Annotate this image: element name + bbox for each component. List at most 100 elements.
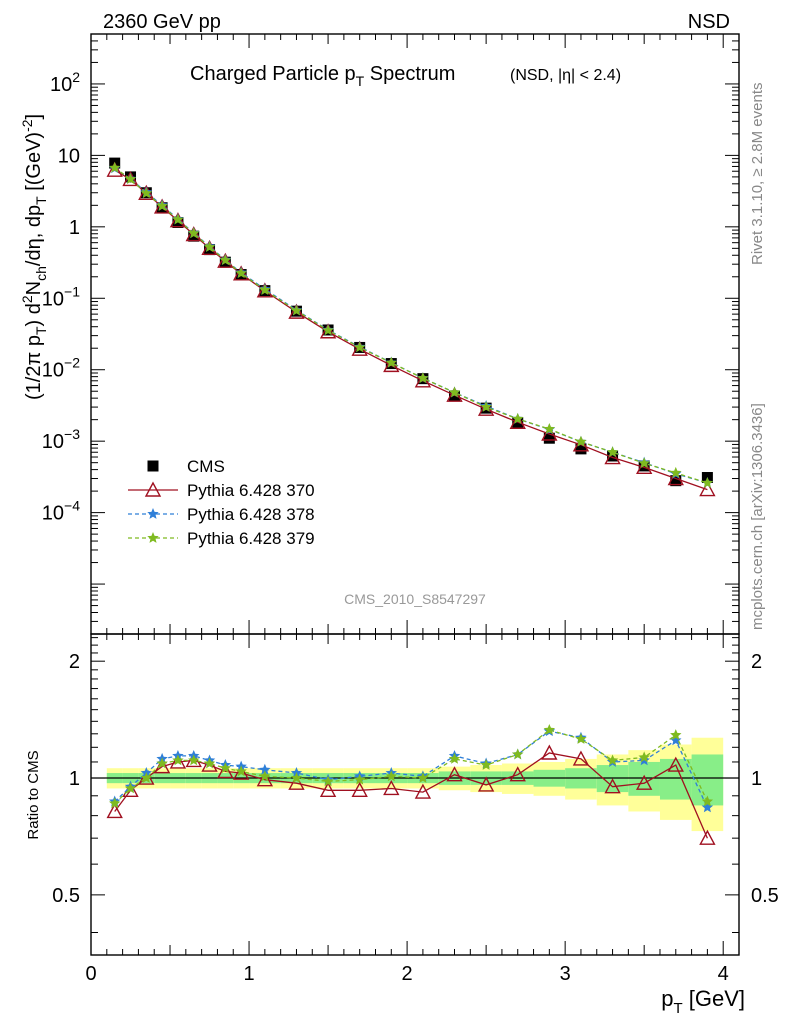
ratio-point	[172, 754, 184, 766]
ratio-point	[188, 754, 200, 766]
data-point	[217, 252, 234, 268]
data-point	[575, 435, 587, 447]
ratio-point	[635, 774, 653, 790]
ratio-point	[256, 771, 274, 787]
series-0	[109, 157, 713, 487]
y-tick-label: 10−1	[42, 283, 80, 310]
ratio-point	[606, 754, 619, 766]
ratio-point	[699, 829, 716, 845]
data-point	[153, 198, 171, 214]
ratio-point	[156, 757, 168, 769]
x-tick-label: 2	[402, 963, 413, 985]
ratio-point	[353, 773, 366, 785]
legend-label: CMS	[187, 457, 225, 476]
y-tick-label: 1	[69, 217, 80, 239]
ratio-point	[543, 723, 556, 735]
data-point	[638, 457, 650, 469]
chart-subtitle: (NSD, |η| < 2.4)	[510, 67, 621, 84]
data-point	[109, 161, 121, 173]
legend-label: Pythia 6.428 378	[187, 505, 315, 524]
legend-label: Pythia 6.428 379	[187, 529, 315, 548]
rivet-label: Rivet 3.1.10, ≥ 2.8M events	[749, 83, 766, 266]
ratio-point	[414, 783, 432, 799]
ratio-point	[638, 751, 650, 763]
header-right: NSD	[688, 11, 730, 33]
ratio-point	[446, 766, 463, 782]
data-point	[188, 230, 200, 242]
series-2	[109, 162, 714, 488]
ratio-point	[572, 750, 590, 766]
chart-title: Charged Particle pT Spectrum	[190, 63, 455, 89]
data-point	[322, 324, 334, 336]
ratio-y-tick-label: 0.5	[751, 885, 779, 907]
x-tick-label: 3	[560, 963, 571, 985]
y-axis-label: (1/2π pT) d2Nch/dη, dpT [(GeV)-2]	[19, 114, 49, 400]
y-tick-label: 10	[58, 145, 80, 167]
ratio-point	[109, 797, 121, 809]
data-point	[203, 241, 216, 252]
data-point	[670, 475, 682, 487]
data-point	[512, 417, 524, 429]
data-point	[699, 481, 716, 497]
data-point	[480, 401, 492, 412]
data-point	[448, 386, 461, 398]
data-point	[235, 267, 247, 279]
y-tick-label: 10−3	[42, 426, 80, 453]
analysis-id: CMS_2010_S8547297	[344, 591, 486, 607]
data-point	[290, 304, 303, 316]
legend-marker	[147, 532, 159, 543]
data-point	[201, 239, 218, 256]
data-point	[172, 213, 184, 225]
data-point	[385, 356, 397, 368]
data-point	[509, 413, 526, 429]
series-3	[109, 161, 714, 488]
ratio-point	[667, 756, 684, 772]
legend-label: Pythia 6.428 370	[187, 481, 315, 500]
x-tick-label: 0	[85, 963, 96, 985]
legend-entry: Pythia 6.428 378	[128, 505, 315, 524]
ratio-point	[169, 753, 187, 769]
series-1	[106, 161, 716, 497]
data-point	[607, 450, 619, 462]
y-tick-label: 10−4	[42, 498, 80, 525]
legend-entry: CMS	[147, 457, 225, 476]
ratio-line	[114, 729, 708, 804]
data-point	[606, 446, 619, 458]
data-point	[256, 282, 274, 298]
legend-entry: Pythia 6.428 379	[128, 529, 315, 548]
data-point	[232, 265, 250, 281]
ratio-point	[477, 776, 495, 792]
ratio-point	[106, 803, 123, 819]
ratio-point	[480, 759, 492, 770]
data-point	[572, 436, 590, 452]
ratio-point	[509, 766, 526, 782]
ratio-y-tick-label: 2	[751, 651, 762, 673]
data-point	[635, 458, 653, 475]
data-point	[124, 173, 137, 184]
ratio-point	[604, 778, 621, 794]
data-point	[543, 432, 555, 444]
ratio-point	[235, 765, 247, 777]
ratio-series-2	[109, 723, 714, 809]
ratio-point	[288, 774, 305, 790]
data-point	[417, 372, 429, 384]
data-point	[169, 212, 187, 228]
series-line	[114, 169, 708, 491]
ratio-y-tick-label: 1	[751, 768, 762, 790]
data-point	[188, 227, 200, 239]
series-line	[114, 167, 708, 484]
data-point	[667, 470, 684, 486]
data-point	[541, 425, 558, 441]
ratio-point	[124, 782, 137, 794]
y-tick-label: 102	[50, 69, 80, 96]
legend-marker	[147, 508, 159, 519]
ratio-point	[417, 772, 429, 783]
ratio-point	[670, 729, 682, 740]
ratio-point	[259, 763, 271, 775]
data-point	[512, 412, 524, 424]
ratio-point	[219, 762, 232, 774]
ratio-y-tick-label: 1	[69, 768, 80, 790]
ratio-y-label: Ratio to CMS	[25, 750, 42, 839]
y-tick-label: 10−2	[42, 355, 80, 382]
